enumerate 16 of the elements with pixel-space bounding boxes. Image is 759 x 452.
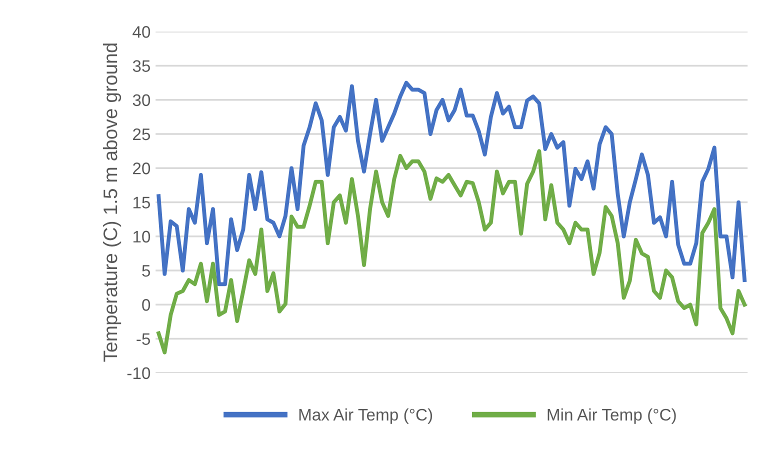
line-series xyxy=(156,80,747,286)
y-tick-label: 35 xyxy=(132,60,150,72)
y-tick-label: 30 xyxy=(132,94,150,106)
y-tick-label: 20 xyxy=(133,162,150,174)
y-tick-label: 0 xyxy=(142,299,150,311)
y-tick-label: 40 xyxy=(132,26,150,38)
y-axis-title: Temperature (C) 1.5 m above ground xyxy=(102,44,122,362)
y-tick-label: 25 xyxy=(133,128,150,140)
line-series xyxy=(156,149,747,354)
legend-label: Min Air Temp (°C) xyxy=(548,408,676,424)
y-tick-label: -10 xyxy=(127,367,150,380)
y-tick-label: 10 xyxy=(133,230,150,243)
y-tick-label: 15 xyxy=(133,196,150,208)
y-tick-label: 5 xyxy=(142,265,150,277)
legend-label: Max Air Temp (°C) xyxy=(299,408,432,424)
y-tick-label: -5 xyxy=(136,333,150,345)
